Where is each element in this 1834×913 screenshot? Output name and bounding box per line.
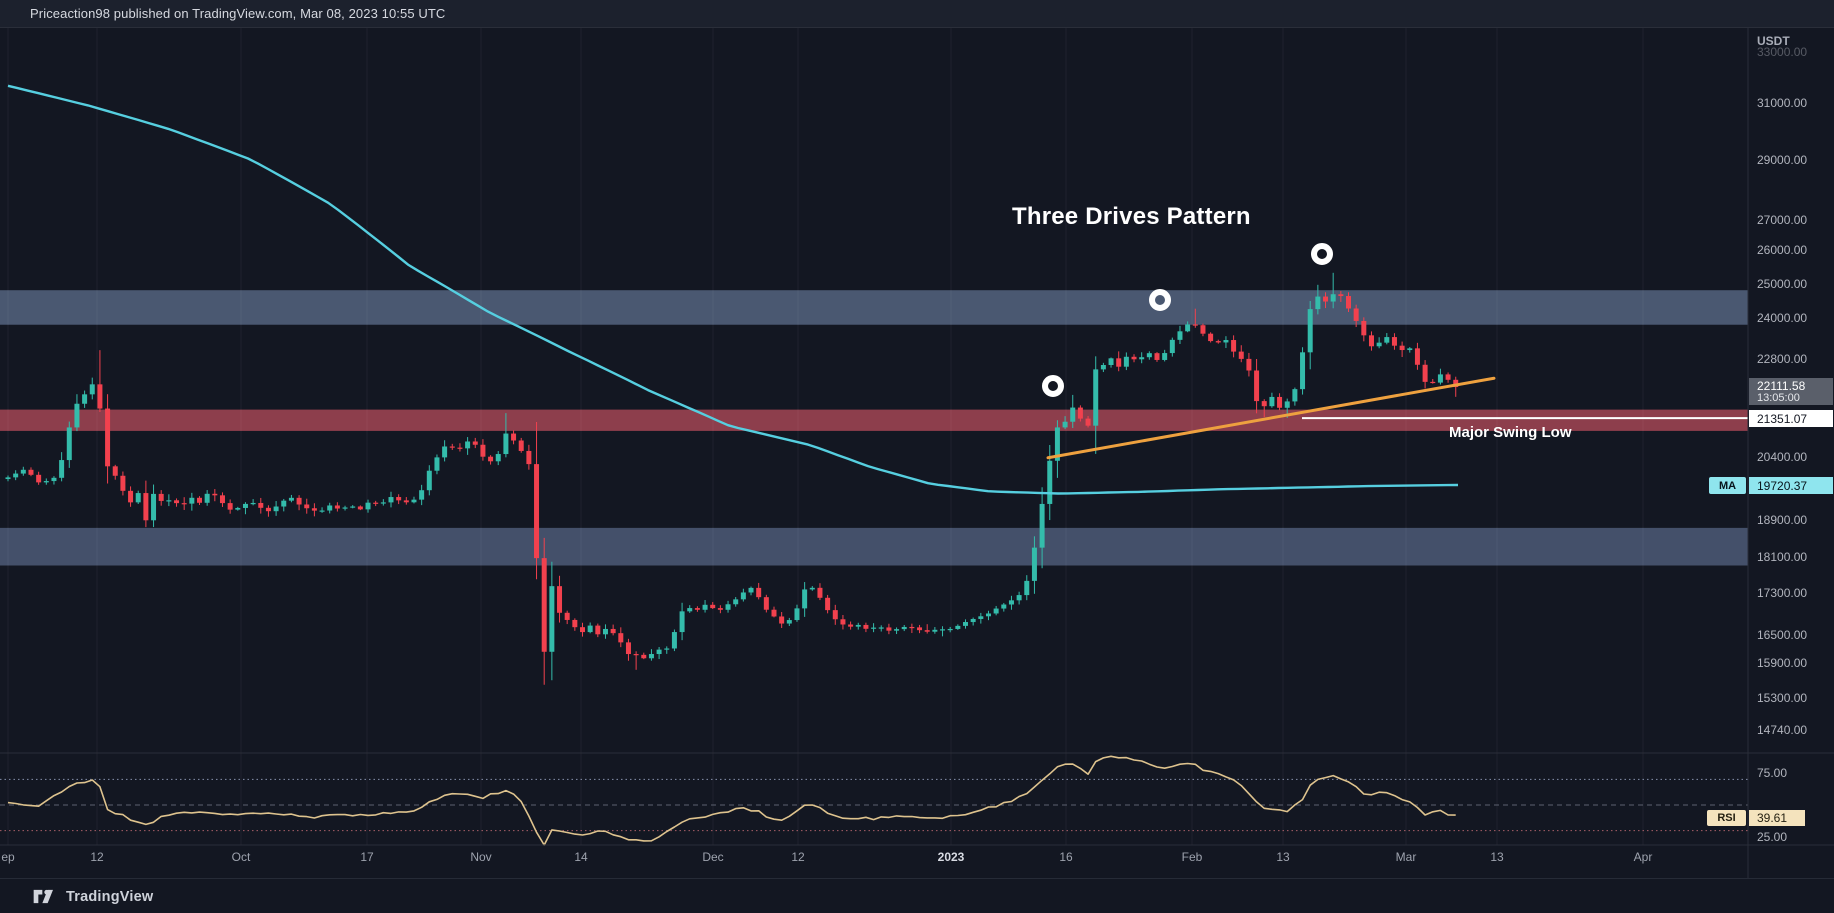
drive-marker-2[interactable] — [1149, 289, 1171, 311]
last-price-badge: 22111.58 13:05:00 — [1749, 378, 1833, 405]
lower-support-zone[interactable] — [0, 527, 1748, 566]
time-tick-label: 17 — [360, 850, 374, 864]
last-price-time: 13:05:00 — [1757, 391, 1800, 404]
time-tick-label: Mar — [1395, 850, 1417, 864]
price-tick-label: 31000.00 — [1757, 96, 1808, 110]
swing-low-price-badge: 21351.07 — [1749, 410, 1833, 427]
price-tick-label: 26000.00 — [1757, 243, 1808, 257]
price-tick-label: 15300.00 — [1757, 691, 1808, 705]
quote-currency-label: USDT — [1757, 34, 1790, 48]
price-tick-label: 18100.00 — [1757, 550, 1808, 564]
price-tick-label: 14740.00 — [1757, 723, 1808, 737]
major-swing-low-label[interactable]: Major Swing Low — [1449, 424, 1572, 441]
price-tick-label: 27000.00 — [1757, 213, 1808, 227]
price-tick-label: 22800.00 — [1757, 352, 1808, 366]
publish-bar: Priceaction98 published on TradingView.c… — [0, 0, 1834, 28]
price-tick-label: 33000.00 — [1757, 45, 1808, 59]
time-tick-label: Nov — [470, 850, 492, 864]
price-tick-label: 20400.00 — [1757, 450, 1808, 464]
time-tick-label: Feb — [1181, 850, 1203, 864]
rsi-tag: RSI — [1707, 810, 1746, 826]
time-tick-label: 13 — [1490, 850, 1504, 864]
pattern-title-annotation[interactable]: Three Drives Pattern — [1012, 203, 1251, 230]
rsi-value-badge: 39.61 — [1749, 810, 1805, 826]
price-tick-label: 16500.00 — [1757, 628, 1808, 642]
ma-line[interactable] — [7, 84, 1459, 495]
price-tick-label: 29000.00 — [1757, 153, 1808, 167]
drive-marker-3[interactable] — [1311, 243, 1333, 265]
time-tick-label: Dec — [702, 850, 724, 864]
time-tick-label: 2023 — [937, 850, 965, 864]
gridlines-layer — [7, 28, 1644, 845]
time-tick-label: Apr — [1633, 850, 1653, 864]
ascending-trendline[interactable] — [1046, 376, 1496, 460]
last-price-value: 22111.58 — [1757, 378, 1806, 393]
ma-value-badge: 19720.37 — [1749, 477, 1833, 494]
rsi-tick-label: 25.00 — [1757, 830, 1788, 844]
time-tick-label: Oct — [231, 850, 251, 864]
price-tick-label: 17300.00 — [1757, 586, 1808, 600]
candlestick-series — [5, 272, 1459, 685]
rsi-tick-label: 75.00 — [1757, 766, 1788, 780]
pane-dividers — [0, 28, 1834, 878]
time-tick-label: ep — [1, 850, 15, 864]
footer-bar: TradingView — [0, 878, 1834, 913]
time-tick-label: 12 — [90, 850, 104, 864]
time-tick-label: 12 — [791, 850, 805, 864]
tradingview-logo-icon[interactable] — [33, 889, 57, 904]
drive-marker-1[interactable] — [1042, 375, 1064, 397]
price-tick-label: 15900.00 — [1757, 656, 1808, 670]
upper-resistance-zone[interactable] — [0, 290, 1748, 325]
ma-tag: MA — [1709, 477, 1746, 494]
swing-low-demand-zone[interactable] — [0, 409, 1748, 431]
price-tick-label: 18900.00 — [1757, 513, 1808, 527]
tradingview-brand-text[interactable]: TradingView — [66, 888, 154, 905]
price-axis[interactable]: 33000.00 31000.00 29000.00 27000.00 26000.00… — [1748, 28, 1834, 878]
rsi-level-lines — [0, 778, 1748, 832]
time-axis[interactable]: ep 12 Oct 17 Nov 14 Dec 12 2023 16 Feb 13 Mar 13 Apr — [0, 845, 1748, 878]
drive-circle-markers[interactable] — [1042, 243, 1333, 397]
price-tick-label: 25000.00 — [1757, 277, 1808, 291]
time-tick-label: 14 — [574, 850, 588, 864]
price-tick-label: 24000.00 — [1757, 311, 1808, 325]
time-tick-label: 16 — [1059, 850, 1073, 864]
rsi-line[interactable] — [7, 755, 1456, 846]
zones-layer — [0, 290, 1748, 566]
time-tick-label: 13 — [1276, 850, 1290, 864]
publish-attribution-text: Priceaction98 published on TradingView.c… — [30, 6, 446, 21]
